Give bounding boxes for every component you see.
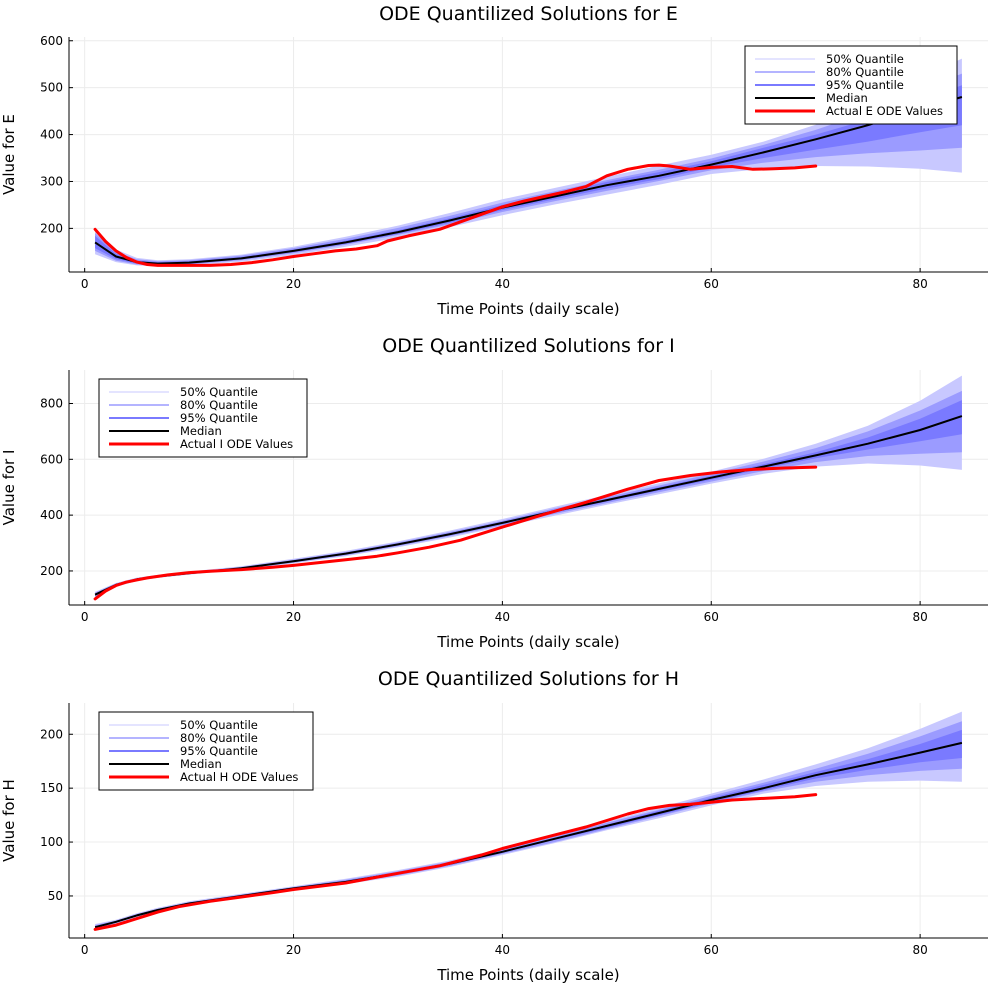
x-tick-label: 0: [81, 277, 89, 291]
x-tick-label: 40: [495, 277, 510, 291]
legend-label: 80% Quantile: [180, 731, 258, 745]
legend-item-50: 50% Quantile: [109, 385, 258, 399]
y-tick-label: 400: [40, 508, 63, 522]
legend-label: Median: [826, 91, 868, 105]
y-axis-label: Value for E: [0, 114, 18, 195]
x-axis-label: Time Points (daily scale): [436, 300, 619, 318]
legend-label: 50% Quantile: [826, 52, 904, 66]
y-tick-label: 50: [48, 889, 63, 903]
y-axis-label: Value for H: [0, 779, 18, 862]
plot-area: [93, 375, 963, 601]
legend-item-50: 50% Quantile: [755, 52, 904, 66]
legend-label: Actual E ODE Values: [826, 104, 943, 118]
x-tick-label: 20: [286, 943, 301, 957]
x-tick-label: 0: [81, 610, 89, 624]
legend-label: Actual H ODE Values: [180, 770, 298, 784]
legend-label: 95% Quantile: [826, 78, 904, 92]
legend-item-95: 95% Quantile: [755, 78, 904, 92]
x-tick-label: 40: [495, 943, 510, 957]
chart-title: ODE Quantilized Solutions for H: [378, 668, 679, 690]
x-tick-label: 60: [704, 943, 719, 957]
panel-i: 0 20 40 60 80 200 400 600 800 ODE Quantilized Sol…: [0, 335, 988, 651]
y-axis-label: Value for I: [0, 450, 18, 526]
plot-area: [93, 58, 963, 267]
legend-item-80: 80% Quantile: [755, 65, 904, 79]
y-tick-label: 200: [40, 221, 63, 235]
plot-area: [93, 711, 963, 931]
legend-item-median: Median: [755, 91, 868, 105]
x-tick-label: 60: [704, 610, 719, 624]
legend-item-actual: Actual H ODE Values: [109, 770, 298, 784]
y-tick-label: 800: [40, 396, 63, 410]
x-tick-label: 80: [912, 943, 927, 957]
x-axis-label: Time Points (daily scale): [436, 633, 619, 651]
legend-item-80: 80% Quantile: [109, 731, 258, 745]
chart-title: ODE Quantilized Solutions for I: [382, 335, 674, 357]
x-tick-label: 80: [912, 610, 927, 624]
chart-title: ODE Quantilized Solutions for E: [379, 3, 678, 25]
actual-line: [93, 163, 818, 267]
y-tick-label: 300: [40, 174, 63, 188]
x-axis-label: Time Points (daily scale): [436, 966, 619, 984]
legend-item-median: Median: [109, 424, 222, 438]
x-tick-label: 0: [81, 943, 89, 957]
x-tick-label: 80: [912, 277, 927, 291]
y-tick-label: 100: [40, 835, 63, 849]
legend-label: 50% Quantile: [180, 718, 258, 732]
legend-label: 95% Quantile: [180, 411, 258, 425]
x-tick-label: 60: [704, 277, 719, 291]
legend-label: Actual I ODE Values: [180, 437, 293, 451]
legend-item-actual: Actual E ODE Values: [755, 104, 943, 118]
band-q50: [95, 58, 962, 267]
legend-label: 95% Quantile: [180, 744, 258, 758]
x-tick-label: 40: [495, 610, 510, 624]
median-line: [94, 96, 963, 265]
x-tick-label: 20: [286, 610, 301, 624]
y-tick-label: 200: [40, 727, 63, 741]
legend-item-50: 50% Quantile: [109, 718, 258, 732]
legend-label: Median: [180, 424, 222, 438]
y-tick-label: 200: [40, 564, 63, 578]
y-tick-label: 150: [40, 781, 63, 795]
y-tick-label: 600: [40, 452, 63, 466]
y-tick-label: 500: [40, 81, 63, 95]
legend-item-actual: Actual I ODE Values: [109, 437, 293, 451]
legend-label: 50% Quantile: [180, 385, 258, 399]
actual-line: [93, 465, 818, 601]
y-tick-label: 400: [40, 128, 63, 142]
legend-label: Median: [180, 757, 222, 771]
band-q50: [95, 375, 962, 598]
legend-item-median: Median: [109, 757, 222, 771]
legend-label: 80% Quantile: [180, 398, 258, 412]
legend-item-95: 95% Quantile: [109, 744, 258, 758]
legend-item-80: 80% Quantile: [109, 398, 258, 412]
legend-item-95: 95% Quantile: [109, 411, 258, 425]
x-tick-label: 20: [286, 277, 301, 291]
actual-line: [93, 793, 818, 931]
panel-e: 0 20 40 60 80 200 300 400 500 600 ODE Quantilized …: [0, 3, 988, 318]
y-tick-label: 600: [40, 34, 63, 48]
legend-label: 80% Quantile: [826, 65, 904, 79]
panel-h: 0 20 40 60 80 50 100 150 200 ODE Quantilized Solu…: [0, 668, 988, 984]
